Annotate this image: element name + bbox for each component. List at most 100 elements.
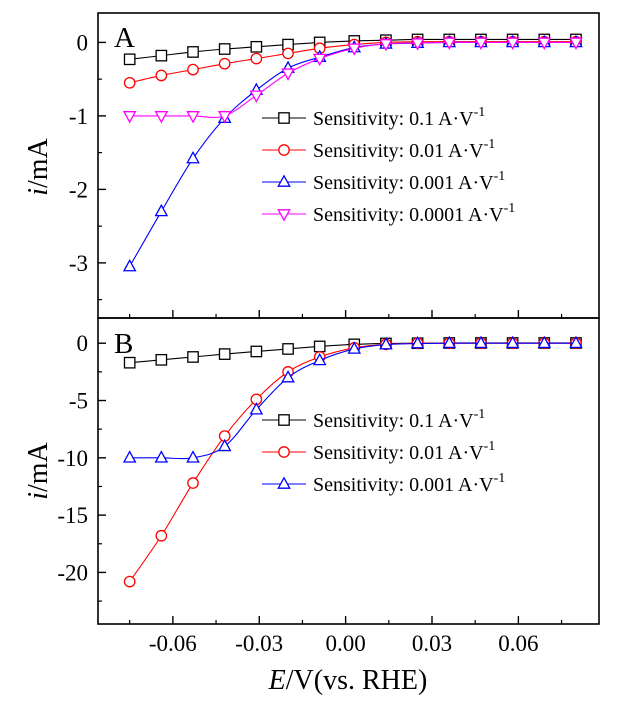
series-a-4-point xyxy=(347,43,362,56)
y-tick-label: 0 xyxy=(77,331,89,356)
series-b-3-point xyxy=(249,402,264,415)
series-a-2-point xyxy=(187,63,199,76)
series-a-1-point xyxy=(123,53,136,66)
y-tick-label: -3 xyxy=(69,251,88,276)
y-tick-label: -15 xyxy=(57,503,88,528)
x-axis-title: E/V(vs. RHE) xyxy=(268,665,428,696)
series-b-3-point xyxy=(122,450,137,463)
series-b-3-point xyxy=(347,341,362,354)
series-b-3-point xyxy=(537,335,552,349)
series-a-4-point xyxy=(186,111,200,124)
panel-a-legend: Sensitivity: 0.1 A·V-1 Sensitivity: 0.01 … xyxy=(262,105,515,226)
x-axis: -0.06 -0.03 0.00 0.03 0.06 xyxy=(149,631,539,656)
legend-label: Sensitivity: 0.1 A·V-1 xyxy=(313,105,485,130)
series-b-3-point xyxy=(442,335,457,349)
series-a-3-point xyxy=(154,203,169,217)
series-a-2-point xyxy=(155,69,168,82)
series-b-3-point xyxy=(186,450,200,463)
legend-label: Sensitivity: 0.001 A·V-1 xyxy=(313,471,505,496)
series-a-4-point xyxy=(442,37,457,50)
legend-marker xyxy=(278,446,290,458)
series-b-2-point xyxy=(123,575,136,588)
series-b-3-point xyxy=(312,352,327,366)
series-a-1-point xyxy=(250,40,263,53)
series-b-3-point xyxy=(154,450,169,463)
series-a-4-point xyxy=(154,111,169,124)
series-b-3-point xyxy=(281,370,295,383)
series-b-1-point xyxy=(155,353,168,366)
legend-item-b-3: Sensitivity: 0.001 A·V-1 xyxy=(262,471,505,496)
series-b-3-point xyxy=(474,335,488,349)
y-tick-label: -5 xyxy=(69,389,88,414)
panel-a-axes: 0 -1 -2 -3 xyxy=(69,30,563,318)
series-a-4-point xyxy=(312,53,327,67)
series-b-1-point xyxy=(250,345,263,358)
panel-a-frame xyxy=(97,12,600,319)
legend-label: Sensitivity: 0.1 A·V-1 xyxy=(313,407,485,432)
legend-label: Sensitivity: 0.01 A·V-1 xyxy=(313,439,495,464)
series-a-4-point xyxy=(249,90,264,103)
series-b-1-point xyxy=(123,356,136,369)
series-a-4-point xyxy=(505,37,520,50)
series-a-3-point xyxy=(122,259,137,272)
series-b-2-point xyxy=(155,529,168,542)
legend-marker xyxy=(278,112,290,124)
panel-b-axes: 0 -5 -10 -15 -20 xyxy=(57,331,563,624)
y-tick-label: -10 xyxy=(57,446,88,471)
series-a-2-point xyxy=(282,47,294,60)
y-tick-label: -2 xyxy=(69,177,88,202)
series-a-2-point xyxy=(218,57,231,70)
x-tick-label: -0.03 xyxy=(235,631,283,656)
series-a-2-point xyxy=(123,76,136,89)
panel-b-frame xyxy=(97,317,600,625)
x-tick-label: 0.00 xyxy=(325,631,365,656)
series-a-1-point xyxy=(218,43,231,55)
panel-b-y-axis-title: i/mA xyxy=(23,441,54,499)
legend-marker xyxy=(277,476,291,489)
panel-b-series xyxy=(122,335,583,588)
panel-b-label: B xyxy=(114,328,133,360)
series-b-3-point xyxy=(217,438,232,452)
series-b-1-point xyxy=(218,348,231,360)
series-a-4 xyxy=(122,37,583,124)
legend-item-a-3: Sensitivity: 0.001 A·V-1 xyxy=(262,169,505,194)
legend-marker xyxy=(277,209,291,222)
panel-a: A i/mA 0-1-2-3 Sensitivity: 0.1 A·V-1Sen… xyxy=(23,12,600,319)
series-b-3-point xyxy=(569,335,583,349)
legend-marker xyxy=(278,414,290,426)
panel-a-label: A xyxy=(114,22,135,54)
series-b-1-point xyxy=(313,340,326,353)
series-a-4-point xyxy=(122,111,137,124)
series-b-3-point xyxy=(410,336,425,349)
legend-label: Sensitivity: 0.0001 A·V-1 xyxy=(313,201,515,226)
legend-item-b-1: Sensitivity: 0.1 A·V-1 xyxy=(262,407,485,432)
series-a-4-point xyxy=(537,37,552,50)
series-b-1-point xyxy=(282,343,294,355)
legend-item-a-2: Sensitivity: 0.01 A·V-1 xyxy=(262,137,495,162)
series-a-1-point xyxy=(187,46,199,58)
x-tick-label: 0.06 xyxy=(498,631,538,656)
series-b-3-point xyxy=(505,335,520,349)
panel-b-legend: Sensitivity: 0.1 A·V-1 Sensitivity: 0.01 … xyxy=(262,407,505,496)
x-tick-label: -0.06 xyxy=(149,631,197,656)
legend-marker xyxy=(277,174,291,187)
series-a-4-point xyxy=(379,39,393,52)
y-tick-label: -1 xyxy=(69,104,88,129)
legend-label: Sensitivity: 0.001 A·V-1 xyxy=(313,169,505,194)
panel-b: B i/mA 0 -5 -10 -15 -20 Sensitivity: 0.1 A·V… xyxy=(23,317,600,625)
series-b-1-point xyxy=(187,351,199,363)
y-tick-label: -20 xyxy=(57,560,88,585)
x-tick-label: 0.03 xyxy=(412,631,452,656)
series-a-2-point xyxy=(250,52,263,65)
legend-item-b-2: Sensitivity: 0.01 A·V-1 xyxy=(262,439,495,464)
legend-item-a-4: Sensitivity: 0.0001 A·V-1 xyxy=(262,201,515,226)
series-a-4-point xyxy=(474,37,488,50)
legend-label: Sensitivity: 0.01 A·V-1 xyxy=(313,137,495,162)
y-tick-label: 0 xyxy=(77,30,89,55)
series-a-4-point xyxy=(281,68,295,81)
series-a-4-point xyxy=(569,37,583,50)
series-b-3-point xyxy=(379,337,393,350)
legend-marker xyxy=(278,144,290,156)
legend-item-a-1: Sensitivity: 0.1 A·V-1 xyxy=(262,105,485,130)
